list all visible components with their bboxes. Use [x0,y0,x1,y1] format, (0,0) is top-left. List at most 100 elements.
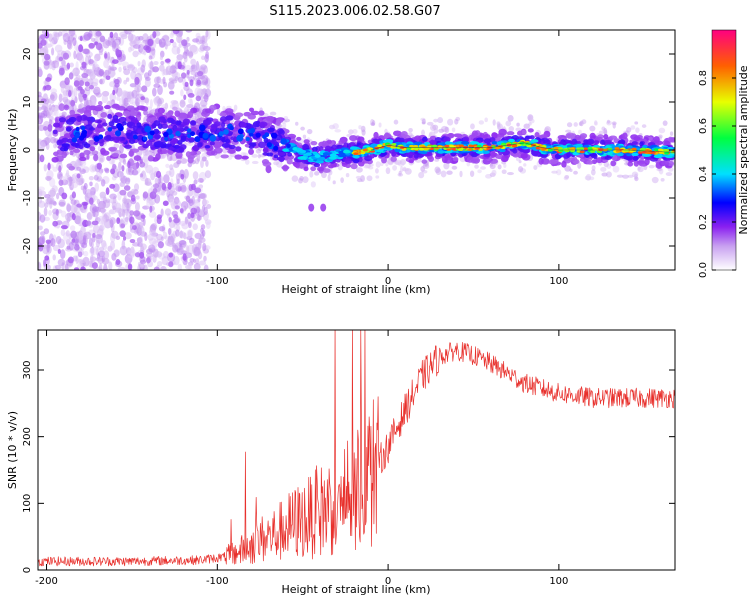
ridge-outer [520,153,528,159]
x-tick-label: 100 [549,276,568,287]
halo-blob [421,118,426,125]
noise-blob [78,258,87,264]
ridge-core [350,146,358,150]
ridge-mid [146,140,153,147]
noise-blob [148,55,153,60]
ridge-core [655,153,663,158]
noise-blob [148,244,156,253]
noise-blob [58,93,63,103]
halo-blob [606,119,611,124]
ridge-mid [136,122,142,128]
noise-blob [176,222,180,231]
noise-blob [56,192,60,200]
halo-blob [375,161,381,168]
noise-blob [93,174,99,181]
noise-blob [131,169,139,176]
ridge-peak [547,148,553,152]
ridge-mid [154,134,162,140]
spectrogram-x-axis-label: Height of straight line (km) [281,283,430,296]
ridge-outer [79,156,87,162]
ridge-mid [471,152,478,158]
noise-peak [149,191,157,200]
ridge-peak [535,146,541,150]
ridge-bright-spot [194,136,201,143]
noise-blob [160,208,164,217]
halo-blob [302,134,307,139]
noise-blob [149,169,154,176]
ridge-outer [561,160,567,168]
noise-blob [89,254,94,264]
x-tick-label: 0 [385,576,391,587]
noise-blob [206,84,211,90]
ridge-outer [491,132,498,139]
noise-blob [92,78,99,85]
noise-blob [140,64,146,73]
snr-y-axis-label: SNR (10 * v/v) [6,411,19,489]
halo-blob [589,176,595,181]
halo-blob [447,118,454,126]
halo-blob [385,167,391,175]
noise-blob [129,83,137,88]
noise-blob [108,261,113,270]
noise-blob [93,87,100,94]
ridge-outer [219,112,227,117]
noise-blob [157,85,163,96]
noise-blob [190,64,196,70]
ridge-outer [579,157,588,163]
halo-blob [669,131,674,136]
halo-blob [605,171,612,178]
noise-blob [133,39,141,45]
halo-blob [501,169,507,175]
noise-peak [187,93,195,98]
noise-blob [117,266,126,270]
ridge-bright-spot [264,132,270,138]
ridge-mid [604,139,612,144]
noise-blob [46,110,50,118]
noise-blob [99,194,105,200]
noise-blob [54,44,63,53]
halo-blob [648,164,655,169]
ridge-outer [322,168,331,173]
ridge-core [481,150,490,154]
halo-blob [314,171,320,176]
ridge-peak [653,148,659,152]
halo-blob [469,170,475,177]
noise-blob [204,170,212,179]
noise-blob [119,181,126,187]
noise-peak [40,39,47,46]
halo-blob [378,122,382,128]
ridge-peak [637,151,643,154]
noise-blob [64,263,69,270]
noise-blob [165,66,169,76]
noise-blob [101,93,109,104]
ridge-bright-spot [149,130,155,136]
ridge-bright-spot [247,129,252,134]
noise-peak [43,126,48,131]
ridge-outer [610,160,617,167]
halo-blob [612,165,620,173]
ridge-outer [350,163,358,170]
ridge-mid [262,147,269,153]
ridge-outer [568,157,575,162]
noise-blob [192,171,199,180]
noise-peak [129,210,135,216]
noise-blob [110,71,116,77]
noise-blob [99,79,103,85]
noise-peak [79,35,83,42]
noise-peak [187,212,192,219]
ridge-bright-spot [223,129,229,135]
noise-peak [113,78,120,85]
noise-blob [127,63,135,70]
ridge-bright-spot [202,132,209,139]
ridge-outer [608,135,618,140]
noise-peak [88,42,96,49]
noise-blob [154,251,163,258]
ridge-outer [452,156,459,162]
noise-peak [112,89,116,96]
ridge-bright-spot [133,134,138,140]
noise-blob [38,118,42,124]
noise-blob [205,159,209,167]
noise-blob [123,68,131,76]
noise-peak [106,155,112,161]
ridge-outer [512,152,520,158]
